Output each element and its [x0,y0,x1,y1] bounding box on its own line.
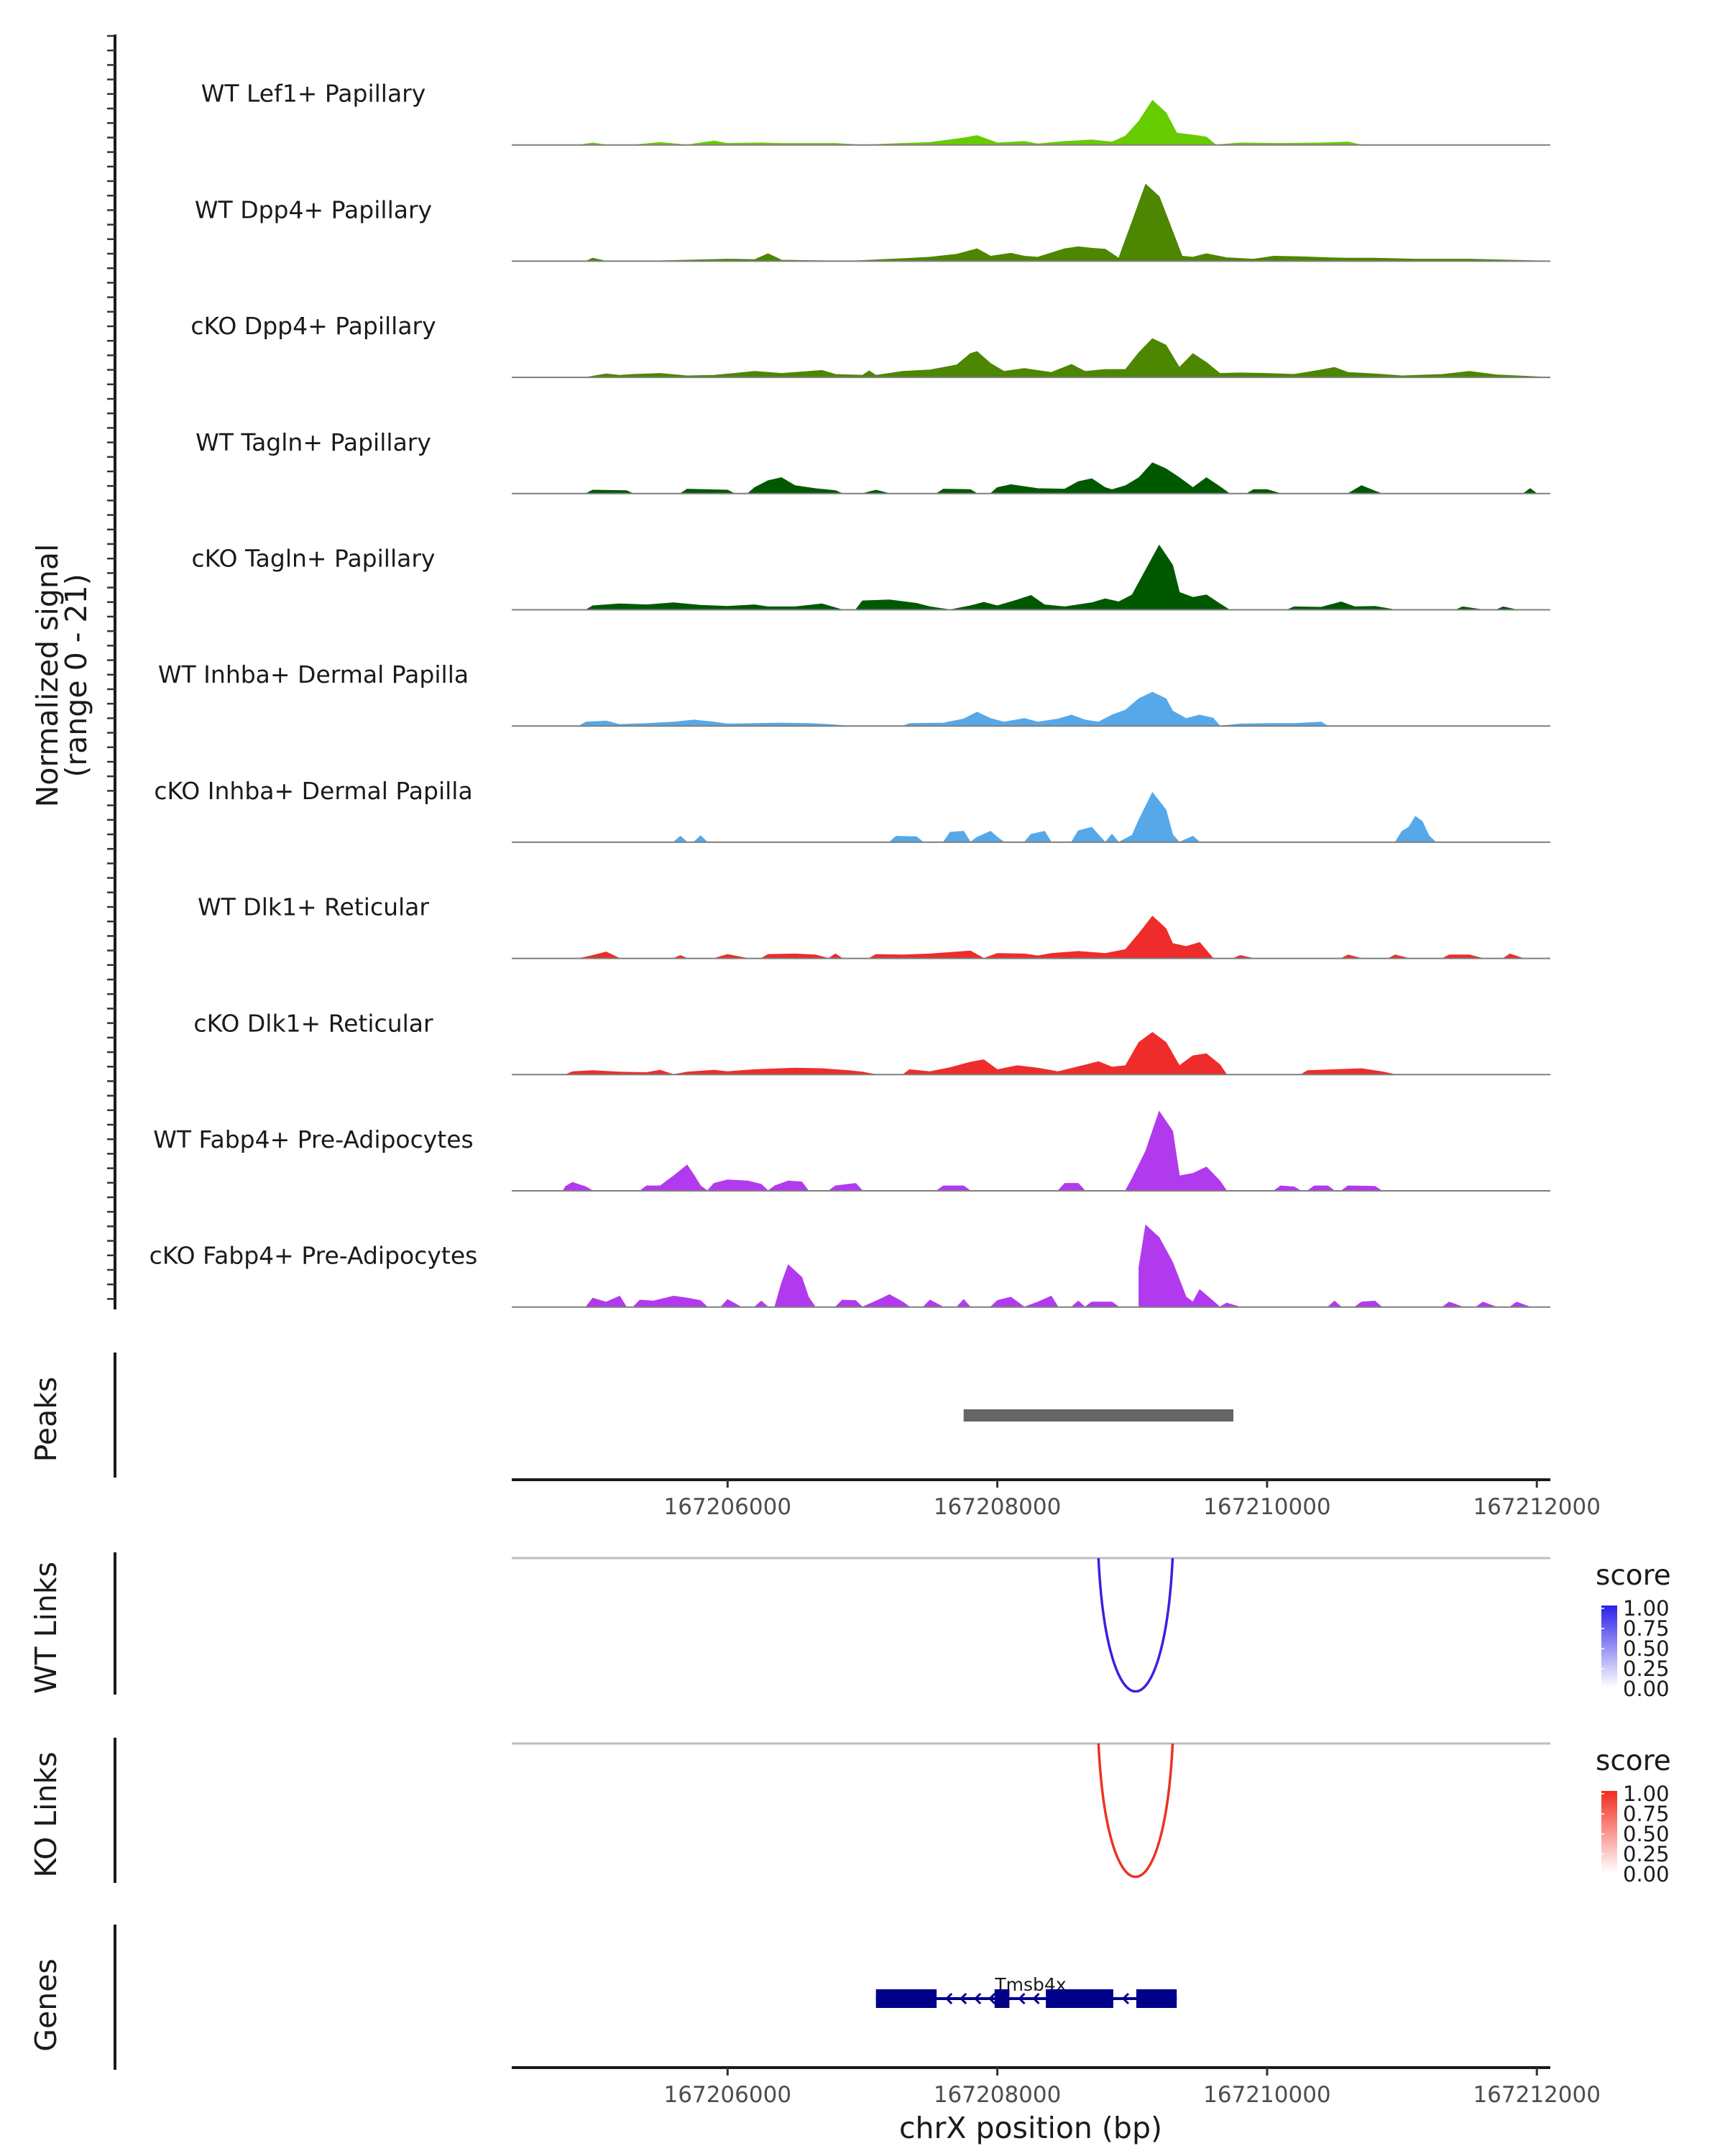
track-label: WT Inhba+ Dermal Papilla [158,660,469,688]
track-label: cKO Dpp4+ Papillary [190,312,436,340]
signal-axis-title-line1: Normalized signal [30,544,65,808]
legend-colorbar [1601,1606,1617,1687]
ko-links-legend-title: score [1596,1745,1671,1777]
x-axis-bottom-tick-label: 167212000 [1473,2082,1601,2108]
legend-tick-label: 1.00 [1623,1782,1670,1806]
legend-tick-label: 0.75 [1623,1802,1670,1826]
x-axis-top-tick-label: 167208000 [934,1494,1062,1520]
coverage-area [512,916,1550,959]
x-axis-bottom-tick-label: 167208000 [934,2082,1062,2108]
strand-arrow [988,1992,996,2005]
ko-links-track-label: KO Links [29,1751,63,1877]
legend-tick-label: 0.00 [1623,1862,1670,1886]
track-label: cKO Tagln+ Papillary [192,545,436,573]
track-label: WT Lef1+ Papillary [201,80,426,108]
signal-axis-title-line2: (range 0 - 21) [59,573,93,777]
coverage-area [512,1110,1550,1192]
coverage-area [512,99,1550,146]
coverage-area [512,1031,1550,1075]
track-label: cKO Dlk1+ Reticular [193,1009,433,1037]
x-axis-top-tick-label: 167212000 [1473,1494,1601,1520]
strand-arrow [960,1992,967,2005]
x-axis-bottom-tick-label: 167210000 [1203,2082,1331,2108]
track-label: WT Dpp4+ Papillary [195,195,432,224]
coverage-area [512,544,1550,611]
strand-arrow [1121,1992,1130,2005]
gene-exon [1046,1989,1113,2008]
track-label: WT Tagln+ Papillary [196,428,431,456]
track-label: WT Fabp4+ Pre-Adipocytes [153,1125,473,1153]
track-label: cKO Inhba+ Dermal Papilla [154,777,472,805]
link-arc [1097,1743,1174,1879]
gene-exon [875,1989,937,2008]
coverage-area [512,691,1550,727]
track-label: cKO Fabp4+ Pre-Adipocytes [150,1242,478,1270]
legend-tick-label: 0.25 [1623,1842,1670,1866]
legend-tick-label: 1.00 [1623,1596,1670,1621]
legend-tick-label: 0.75 [1623,1616,1670,1641]
peak-region [963,1409,1233,1422]
wt-links-track-label: WT Links [29,1562,63,1694]
legend-tick-label: 0.50 [1623,1822,1670,1846]
legend-tick-label: 0.50 [1623,1636,1670,1661]
gene-exon [994,1989,1010,2008]
link-arc [1097,1557,1174,1693]
gene-exon [1136,1989,1177,2008]
coverage-area [512,183,1551,262]
legend-tick-label: 0.25 [1623,1657,1670,1681]
dynamic-chart-marks: WT Lef1+ Papillary WT Dpp4+ Papillary cKO … [107,34,1670,2108]
wt-links-legend-title: score [1596,1560,1671,1592]
coverage-area [512,791,1550,843]
x-axis-top-tick-label: 167206000 [664,1494,792,1520]
strand-arrow [945,1992,953,2005]
strand-arrow [974,1992,982,2005]
x-axis-bottom-tick-label: 167206000 [664,2082,792,2108]
strand-arrow [1018,1992,1026,2005]
track-label: WT Dlk1+ Reticular [198,893,429,921]
genes-track-label: Genes [29,1958,63,2052]
legend-tick-label: 0.00 [1623,1677,1670,1701]
x-axis-title: chrX position (bp) [899,2111,1162,2145]
legend-colorbar [1601,1791,1617,1873]
coverage-area [512,338,1551,378]
coverage-area [512,462,1550,494]
strand-arrow [1032,1992,1040,2005]
coverage-area [512,1224,1550,1308]
peaks-track-label: Peaks [29,1377,63,1462]
x-axis-top-tick-label: 167210000 [1203,1494,1331,1520]
